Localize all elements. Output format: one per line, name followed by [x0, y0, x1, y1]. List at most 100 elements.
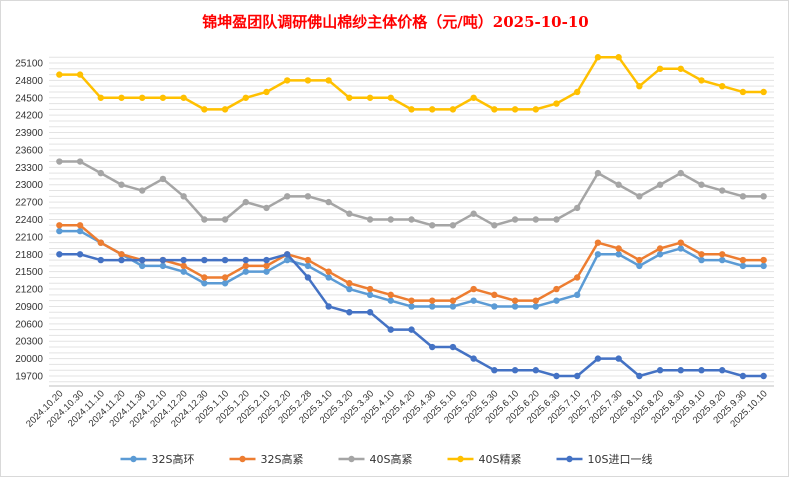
data-point — [201, 216, 208, 223]
data-point — [284, 256, 291, 264]
data-point — [159, 262, 167, 270]
data-point — [698, 251, 705, 258]
data-point — [429, 297, 436, 304]
data-point — [221, 216, 229, 223]
data-point — [615, 355, 622, 362]
data-point — [491, 222, 498, 229]
data-point — [594, 239, 602, 246]
data-point — [118, 94, 125, 101]
data-point — [719, 82, 726, 90]
y-tick-label: 19700 — [15, 372, 43, 383]
data-point — [139, 94, 146, 101]
data-point — [76, 158, 84, 165]
data-point — [677, 169, 684, 177]
data-point — [470, 94, 477, 101]
data-point — [325, 268, 332, 275]
data-point — [366, 94, 374, 101]
y-axis-ticks: 19700 20000 20300 20600 20900 21200 21500 21800… — [15, 59, 43, 383]
data-point — [511, 297, 519, 304]
data-point — [304, 193, 312, 200]
y-tick-label: 21800 — [15, 250, 43, 261]
data-point — [615, 54, 622, 61]
data-point — [263, 262, 270, 270]
data-point — [532, 216, 539, 223]
data-point — [470, 297, 477, 304]
data-point — [615, 181, 622, 188]
data-point — [263, 88, 270, 96]
data-point — [408, 326, 415, 333]
data-point — [636, 262, 643, 270]
data-point — [760, 262, 767, 270]
data-point — [574, 274, 581, 281]
data-point — [636, 256, 643, 264]
data-point — [263, 268, 270, 275]
data-point — [698, 181, 705, 188]
data-point — [387, 216, 394, 223]
data-point — [139, 187, 146, 194]
data-point — [76, 222, 84, 229]
y-tick-label: 24800 — [15, 76, 43, 87]
data-point — [449, 222, 457, 229]
data-point — [574, 88, 581, 96]
data-point — [242, 256, 249, 264]
legend-marker — [457, 455, 464, 463]
data-point — [656, 251, 664, 258]
legend-label: 32S高紧 — [261, 452, 304, 466]
data-point — [180, 256, 187, 264]
legend: 32S高环 32S高紧 40S高紧 40S精紧 10S进口一线 — [120, 452, 652, 466]
data-point — [656, 65, 664, 72]
data-point — [656, 245, 664, 252]
data-point — [553, 100, 560, 107]
series-4 — [56, 54, 767, 113]
data-point — [180, 193, 187, 200]
data-point — [201, 256, 208, 264]
data-point — [366, 291, 374, 299]
data-point — [511, 303, 519, 310]
data-point — [139, 262, 146, 270]
legend-marker — [348, 455, 355, 463]
data-point — [242, 94, 249, 101]
data-point — [511, 106, 519, 113]
data-point — [387, 297, 394, 304]
y-tick-label: 20900 — [15, 302, 43, 313]
data-point — [739, 256, 747, 264]
data-point — [636, 82, 643, 90]
data-point — [429, 106, 436, 113]
data-point — [656, 367, 664, 374]
data-point — [615, 245, 622, 252]
data-point — [56, 71, 63, 78]
data-point — [615, 251, 622, 258]
series-1 — [56, 227, 767, 310]
series-line — [59, 160, 764, 227]
legend-item: 32S高紧 — [229, 452, 304, 466]
data-point — [760, 88, 767, 96]
data-point — [677, 245, 684, 252]
series-2 — [56, 222, 767, 304]
data-point — [449, 343, 457, 351]
data-point — [677, 65, 684, 72]
data-point — [221, 106, 229, 113]
data-point — [408, 216, 415, 223]
data-point — [180, 94, 187, 101]
data-point — [97, 169, 104, 177]
chart-title: 锦坤盈团队调研佛山棉纱主体价格（元/吨）2025-10-10 — [202, 13, 589, 31]
data-point — [118, 256, 125, 264]
data-point — [346, 280, 353, 287]
data-point — [346, 309, 353, 316]
data-point — [56, 158, 63, 165]
data-point — [118, 181, 125, 188]
data-point — [221, 274, 229, 281]
data-point — [159, 175, 167, 183]
data-point — [760, 256, 767, 264]
legend-item: 10S进口一线 — [556, 452, 652, 466]
data-point — [346, 285, 353, 293]
data-point — [532, 297, 539, 304]
legend-marker — [566, 455, 573, 463]
data-point — [139, 256, 146, 264]
data-point — [325, 274, 332, 281]
series-line — [59, 253, 764, 378]
y-tick-label: 24200 — [15, 111, 43, 122]
data-point — [532, 303, 539, 310]
